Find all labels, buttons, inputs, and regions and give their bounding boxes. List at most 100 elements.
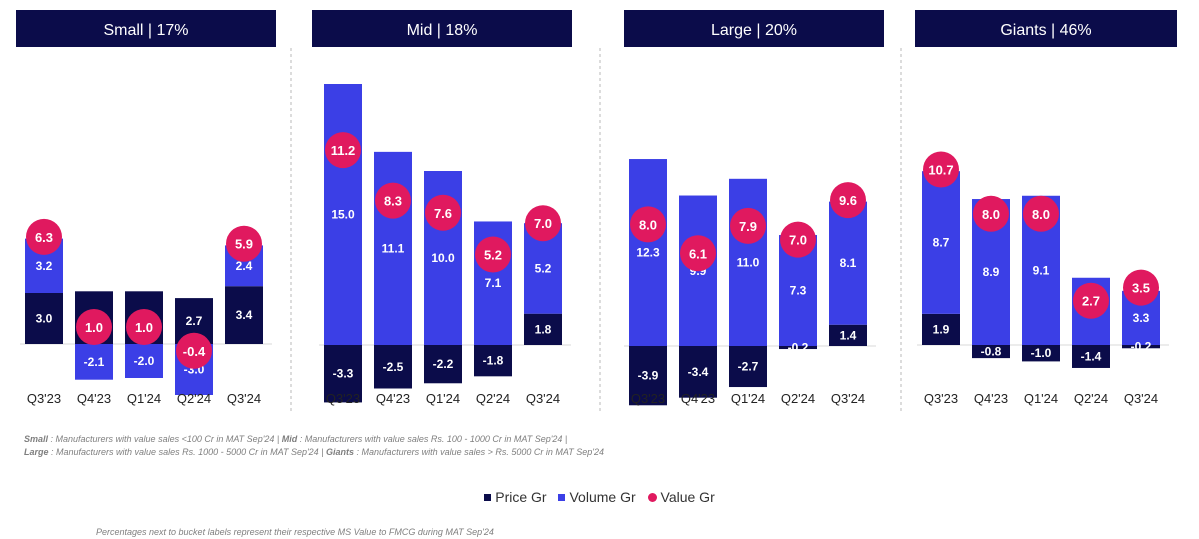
value-label-1-3: 1.0 [135, 320, 153, 335]
volume-label-3-5: 8.1 [840, 256, 857, 270]
category-label-1-5: Q3'24 [227, 391, 261, 406]
legend-value-label: Value Gr [660, 489, 715, 505]
price-bar-2-3 [424, 345, 462, 384]
price-label-3-5: 1.4 [840, 328, 857, 342]
panel-title-2: Mid | 18% [407, 22, 478, 39]
footnote-giants-definition: : Manufacturers with value sales > Rs. 5… [354, 447, 604, 457]
price-bar-3-4 [779, 346, 817, 350]
value-label-4-1: 10.7 [928, 163, 953, 178]
value-label-1-5: 5.9 [235, 237, 253, 252]
price-label-3-4: -0.2 [788, 341, 809, 355]
price-bar-2-5 [524, 313, 562, 345]
volume-label-1-1: 3.2 [36, 259, 53, 273]
value-label-4-3: 8.0 [1032, 207, 1050, 222]
footnote-giants-term: Giants [326, 447, 355, 457]
category-label-2-4: Q2'24 [476, 391, 510, 406]
price-bar-4-4 [1072, 345, 1110, 368]
price-bar-4-3 [1022, 345, 1060, 362]
category-label-3-4: Q2'24 [781, 391, 815, 406]
price-bar-4-1 [922, 313, 960, 345]
volume-label-2-3: 10.0 [431, 251, 455, 265]
volume-label-4-1: 8.7 [933, 236, 950, 250]
panel-1: Small | 17%3.03.26.3Q3'233.1-2.11.0Q4'23… [16, 10, 276, 406]
category-label-1-3: Q1'24 [127, 391, 161, 406]
price-label-1-4: 2.7 [186, 314, 203, 328]
value-label-4-5: 3.5 [1132, 281, 1150, 296]
value-marker-2-5 [525, 205, 561, 242]
category-label-2-3: Q1'24 [426, 391, 460, 406]
legend-volume-swatch [558, 493, 566, 501]
price-label-1-5: 3.4 [236, 308, 253, 322]
category-label-3-5: Q3'24 [831, 391, 865, 406]
category-label-1-4: Q2'24 [177, 391, 211, 406]
price-label-2-4: -1.8 [483, 354, 504, 368]
panel-title-1: Small | 17% [103, 22, 188, 39]
value-label-2-2: 8.3 [384, 194, 402, 209]
volume-label-1-2: -2.1 [84, 355, 105, 369]
footnote-mid-definition: : Manufacturers with value sales Rs. 100… [297, 434, 568, 444]
volume-label-1-5: 2.4 [236, 259, 253, 273]
panel-header-3 [624, 10, 884, 47]
value-marker-3-2 [680, 235, 716, 272]
category-label-3-2: Q4'23 [681, 391, 715, 406]
price-label-4-3: -1.0 [1031, 346, 1052, 360]
value-marker-2-1 [325, 132, 361, 169]
price-bar-3-1 [629, 346, 667, 406]
price-label-4-1: 1.9 [933, 322, 950, 336]
volume-bar-1-3 [125, 344, 163, 378]
volume-label-4-5: 3.3 [1133, 311, 1150, 325]
panel-2: Mid | 18% -3.3 15.0 11.2 Q3'23 -2.5 11.1 8.3 Q4'… [312, 10, 572, 406]
footnote-small-definition: : Manufacturers with value sales <100 Cr… [48, 434, 282, 444]
category-label-3-1: Q3'23 [631, 391, 665, 406]
value-marker-2-4 [475, 236, 511, 273]
volume-label-3-3: 11.0 [737, 255, 760, 269]
panel-4: Giants | 46% 1.9 8.7 10.7 Q3'23 -0.8 8.9 8.0 Q4'… [915, 10, 1177, 406]
price-bar-4-5 [1122, 345, 1160, 349]
volume-bar-4-1 [922, 171, 960, 314]
category-label-1-2: Q4'23 [77, 391, 111, 406]
value-marker-1-3 [126, 309, 162, 345]
legend-item-value: Value Gr [647, 489, 715, 505]
value-label-3-3: 7.9 [739, 219, 757, 234]
price-label-1-1: 3.0 [36, 312, 53, 326]
value-marker-1-2 [76, 309, 112, 345]
panel-header-4 [915, 10, 1177, 47]
chart-canvas: Small | 17%3.03.26.3Q3'233.1-2.11.0Q4'23… [16, 10, 1177, 412]
category-label-4-1: Q3'23 [924, 391, 958, 406]
value-label-2-4: 5.2 [484, 248, 502, 263]
price-bar-1-5 [225, 286, 263, 344]
price-bar-3-5 [829, 324, 867, 346]
value-marker-4-1 [923, 151, 959, 188]
value-label-1-1: 6.3 [35, 230, 53, 245]
price-label-4-2: -0.8 [981, 345, 1002, 359]
value-marker-1-5 [226, 225, 262, 262]
value-marker-3-5 [830, 182, 866, 219]
legend-item-volume: Volume Gr [558, 489, 636, 505]
footnote-small-term: Small [24, 434, 49, 444]
price-bar-3-3 [729, 346, 767, 388]
value-marker-1-4 [176, 332, 212, 369]
price-label-2-1: -3.3 [333, 367, 354, 381]
volume-bar-1-2 [75, 344, 113, 380]
volume-label-3-1: 12.3 [636, 246, 660, 260]
legend-price-swatch [484, 493, 492, 501]
category-label-4-3: Q1'24 [1024, 391, 1058, 406]
category-label-2-2: Q4'23 [376, 391, 410, 406]
legend-value-dot [647, 492, 657, 502]
volume-label-2-5: 5.2 [535, 261, 552, 275]
price-label-3-2: -3.4 [688, 365, 709, 379]
price-bar-2-4 [474, 345, 512, 377]
volume-label-4-3: 9.1 [1033, 263, 1050, 277]
value-marker-4-2 [973, 195, 1009, 232]
value-marker-2-2 [375, 182, 411, 219]
price-label-2-2: -2.5 [383, 360, 404, 374]
volume-label-2-2: 11.1 [382, 241, 405, 255]
price-bar-4-2 [972, 345, 1010, 359]
category-label-2-1: Q3'23 [326, 391, 360, 406]
category-label-4-2: Q4'23 [974, 391, 1008, 406]
value-marker-2-3 [425, 194, 461, 231]
volume-label-3-4: 7.3 [790, 284, 807, 298]
volume-label-2-4: 7.1 [485, 276, 502, 290]
category-label-4-5: Q3'24 [1124, 391, 1158, 406]
volume-bar-3-5 [829, 201, 867, 325]
